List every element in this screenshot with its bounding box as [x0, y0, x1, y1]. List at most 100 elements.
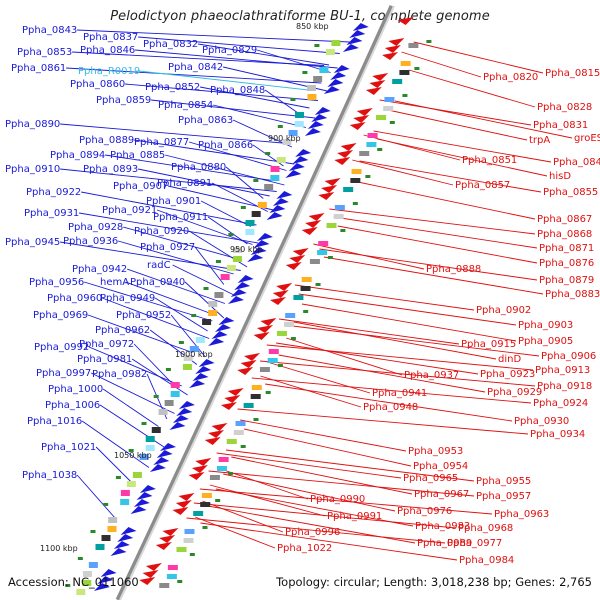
gene-label-ppha_0915[interactable]: Ppha_0915 [461, 339, 516, 350]
gene-label-ppha_r0019[interactable]: Ppha_R0019 [78, 66, 140, 77]
gene-label-ppha_0942[interactable]: Ppha_0942 [72, 264, 127, 275]
gene-label-ppha_0955[interactable]: Ppha_0955 [476, 476, 531, 487]
gene-label-radc[interactable]: radC [147, 260, 171, 271]
gene-label-ppha_0867[interactable]: Ppha_0867 [537, 214, 592, 225]
gene-label-ppha_0929[interactable]: Ppha_0929 [487, 387, 542, 398]
gene-label-ppha_0880[interactable]: Ppha_0880 [171, 162, 226, 173]
gene-label-ppha_0928[interactable]: Ppha_0928 [68, 222, 123, 233]
gene-label-ppha_0990[interactable]: Ppha_0990 [310, 494, 365, 505]
gene-label-ppha_0889[interactable]: Ppha_0889 [79, 135, 134, 146]
gene-label-ppha_0831[interactable]: Ppha_0831 [533, 120, 588, 131]
gene-label-ppha_0893[interactable]: Ppha_0893 [83, 164, 138, 175]
gene-label-ppha_0991[interactable]: Ppha_0991 [327, 511, 382, 522]
gene-label-hisd[interactable]: hisD [549, 171, 571, 182]
gene-label-ppha_0820[interactable]: Ppha_0820 [483, 72, 538, 83]
gene-label-ppha_0984[interactable]: Ppha_0984 [459, 555, 514, 566]
gene-label-ppha_0903[interactable]: Ppha_0903 [518, 320, 573, 331]
gene-label-ppha_0842[interactable]: Ppha_0842 [168, 62, 223, 73]
gene-label-ppha_0960[interactable]: Ppha_0960 [47, 293, 102, 304]
gene-label-groes[interactable]: groES [574, 133, 600, 144]
gene-label-ppha_0956[interactable]: Ppha_0956 [29, 277, 84, 288]
gene-label-ppha_0963[interactable]: Ppha_0963 [494, 509, 549, 520]
gene-label-ppha_0901[interactable]: Ppha_0901 [146, 196, 201, 207]
gene-label-ppha_0913[interactable]: Ppha_0913 [535, 365, 590, 376]
gene-label-ppha_0924[interactable]: Ppha_0924 [533, 398, 588, 409]
gene-label-ppha_0982[interactable]: Ppha_0982 [92, 369, 147, 380]
gene-label-ppha_0907[interactable]: Ppha_0907 [113, 181, 168, 192]
gene-label-ppha_0965[interactable]: Ppha_0965 [403, 473, 458, 484]
gene-label-ppha_0948[interactable]: Ppha_0948 [363, 402, 418, 413]
gene-label-ppha_0853[interactable]: Ppha_0853 [17, 47, 72, 58]
gene-label-ppha_0937[interactable]: Ppha_0937 [404, 370, 459, 381]
gene-label-ppha_0941[interactable]: Ppha_0941 [372, 388, 427, 399]
gene-label-ppha_0855[interactable]: Ppha_0855 [543, 187, 598, 198]
gene-label-ppha_0968[interactable]: Ppha_0968 [458, 523, 513, 534]
gene-label-ppha_0989[interactable]: Ppha_0989 [417, 538, 472, 549]
gene-label-ppha_0981[interactable]: Ppha_0981 [77, 354, 132, 365]
gene-label-ppha_0936[interactable]: Ppha_0936 [63, 236, 118, 247]
gene-label-ppha_0927[interactable]: Ppha_0927 [140, 242, 195, 253]
gene-label-ppha_0969[interactable]: Ppha_0969 [33, 310, 88, 321]
gene-label-ppha_0945[interactable]: Ppha_0945 [5, 237, 60, 248]
gene-label-dind[interactable]: dinD [498, 354, 521, 365]
gene-label-ppha_0905[interactable]: Ppha_0905 [518, 336, 573, 347]
gene-label-ppha_0891[interactable]: Ppha_0891 [157, 178, 212, 189]
gene-label-ppha_0921[interactable]: Ppha_0921 [102, 205, 157, 216]
gene-label-ppha_0962[interactable]: Ppha_0962 [95, 325, 150, 336]
gene-label-ppha_0859[interactable]: Ppha_0859 [96, 95, 151, 106]
gene-label-ppha_0894[interactable]: Ppha_0894 [50, 150, 105, 161]
gene-label-ppha_0846[interactable]: Ppha_0846 [80, 45, 135, 56]
gene-label-ppha_0954[interactable]: Ppha_0954 [413, 461, 468, 472]
gene-label-ppha_0877[interactable]: Ppha_0877 [134, 137, 189, 148]
gene-label-ppha_0949[interactable]: Ppha_0949 [100, 293, 155, 304]
gene-label-ppha_0888[interactable]: Ppha_0888 [426, 264, 481, 275]
gene-label-ppha_0957[interactable]: Ppha_0957 [476, 491, 531, 502]
gene-label-ppha_0837[interactable]: Ppha_0837 [83, 32, 138, 43]
gene-label-ppha_0848[interactable]: Ppha_0848 [210, 85, 265, 96]
gene-label-ppha_0843[interactable]: Ppha_0843 [22, 25, 77, 36]
gene-label-hema[interactable]: hemA [100, 277, 129, 288]
gene-label-ppha_0923[interactable]: Ppha_0923 [480, 369, 535, 380]
gene-label-ppha_0953[interactable]: Ppha_0953 [408, 446, 463, 457]
gene-label-ppha_0931[interactable]: Ppha_0931 [24, 208, 79, 219]
gene-label-ppha_0890[interactable]: Ppha_0890 [5, 119, 60, 130]
gene-label-ppha_0866[interactable]: Ppha_0866 [198, 140, 253, 151]
gene-label-ppha_0977[interactable]: Ppha_0977 [447, 538, 502, 549]
gene-label-ppha_0911[interactable]: Ppha_0911 [153, 212, 208, 223]
gene-label-ppha_0861[interactable]: Ppha_0861 [11, 63, 66, 74]
gene-label-ppha_0910[interactable]: Ppha_0910 [5, 164, 60, 175]
gene-label-ppha_0967[interactable]: Ppha_0967 [414, 489, 469, 500]
gene-label-ppha_0857[interactable]: Ppha_0857 [455, 180, 510, 191]
gene-label-ppha_0876[interactable]: Ppha_0876 [539, 258, 594, 269]
gene-label-ppha_0920[interactable]: Ppha_0920 [134, 226, 189, 237]
gene-label-ppha_0952[interactable]: Ppha_0952 [116, 310, 171, 321]
gene-label-ppha_0976[interactable]: Ppha_0976 [397, 506, 452, 517]
gene-label-ppha_0934[interactable]: Ppha_0934 [530, 429, 585, 440]
gene-label-ppha_0828[interactable]: Ppha_0828 [537, 102, 592, 113]
gene-label-ppha_0815[interactable]: Ppha_0815 [545, 68, 600, 79]
gene-label-ppha_0972[interactable]: Ppha_0972 [79, 339, 134, 350]
gene-label-ppha_0902[interactable]: Ppha_0902 [476, 305, 531, 316]
gene-label-ppha_0883[interactable]: Ppha_0883 [545, 289, 600, 300]
gene-label-ppha_1016[interactable]: Ppha_1016 [27, 416, 82, 427]
gene-label-ppha_1038[interactable]: Ppha_1038 [22, 470, 77, 481]
gene-label-ppha_0832[interactable]: Ppha_0832 [143, 39, 198, 50]
gene-label-trpa[interactable]: trpA [529, 135, 550, 146]
gene-label-ppha_0997[interactable]: Ppha_0997 [36, 368, 91, 379]
gene-label-ppha_1021[interactable]: Ppha_1021 [41, 442, 96, 453]
gene-label-ppha_0852[interactable]: Ppha_0852 [145, 82, 200, 93]
gene-label-ppha_1000[interactable]: Ppha_1000 [48, 384, 103, 395]
gene-label-ppha_0851[interactable]: Ppha_0851 [462, 155, 517, 166]
gene-label-ppha_0863[interactable]: Ppha_0863 [178, 115, 233, 126]
gene-label-ppha_0860[interactable]: Ppha_0860 [70, 79, 125, 90]
gene-label-ppha_0992[interactable]: Ppha_0992 [34, 342, 89, 353]
gene-label-ppha_0983[interactable]: Ppha_0983 [415, 521, 470, 532]
gene-label-ppha_0829[interactable]: Ppha_0829 [202, 45, 257, 56]
gene-label-ppha_0885[interactable]: Ppha_0885 [110, 150, 165, 161]
gene-label-ppha_0906[interactable]: Ppha_0906 [541, 351, 596, 362]
gene-label-ppha_0918[interactable]: Ppha_0918 [537, 381, 592, 392]
gene-label-ppha_0868[interactable]: Ppha_0868 [537, 229, 592, 240]
gene-label-ppha_0854[interactable]: Ppha_0854 [158, 100, 213, 111]
gene-label-ppha_1022[interactable]: Ppha_1022 [277, 543, 332, 554]
gene-label-ppha_0847[interactable]: Ppha_0847 [553, 157, 600, 168]
